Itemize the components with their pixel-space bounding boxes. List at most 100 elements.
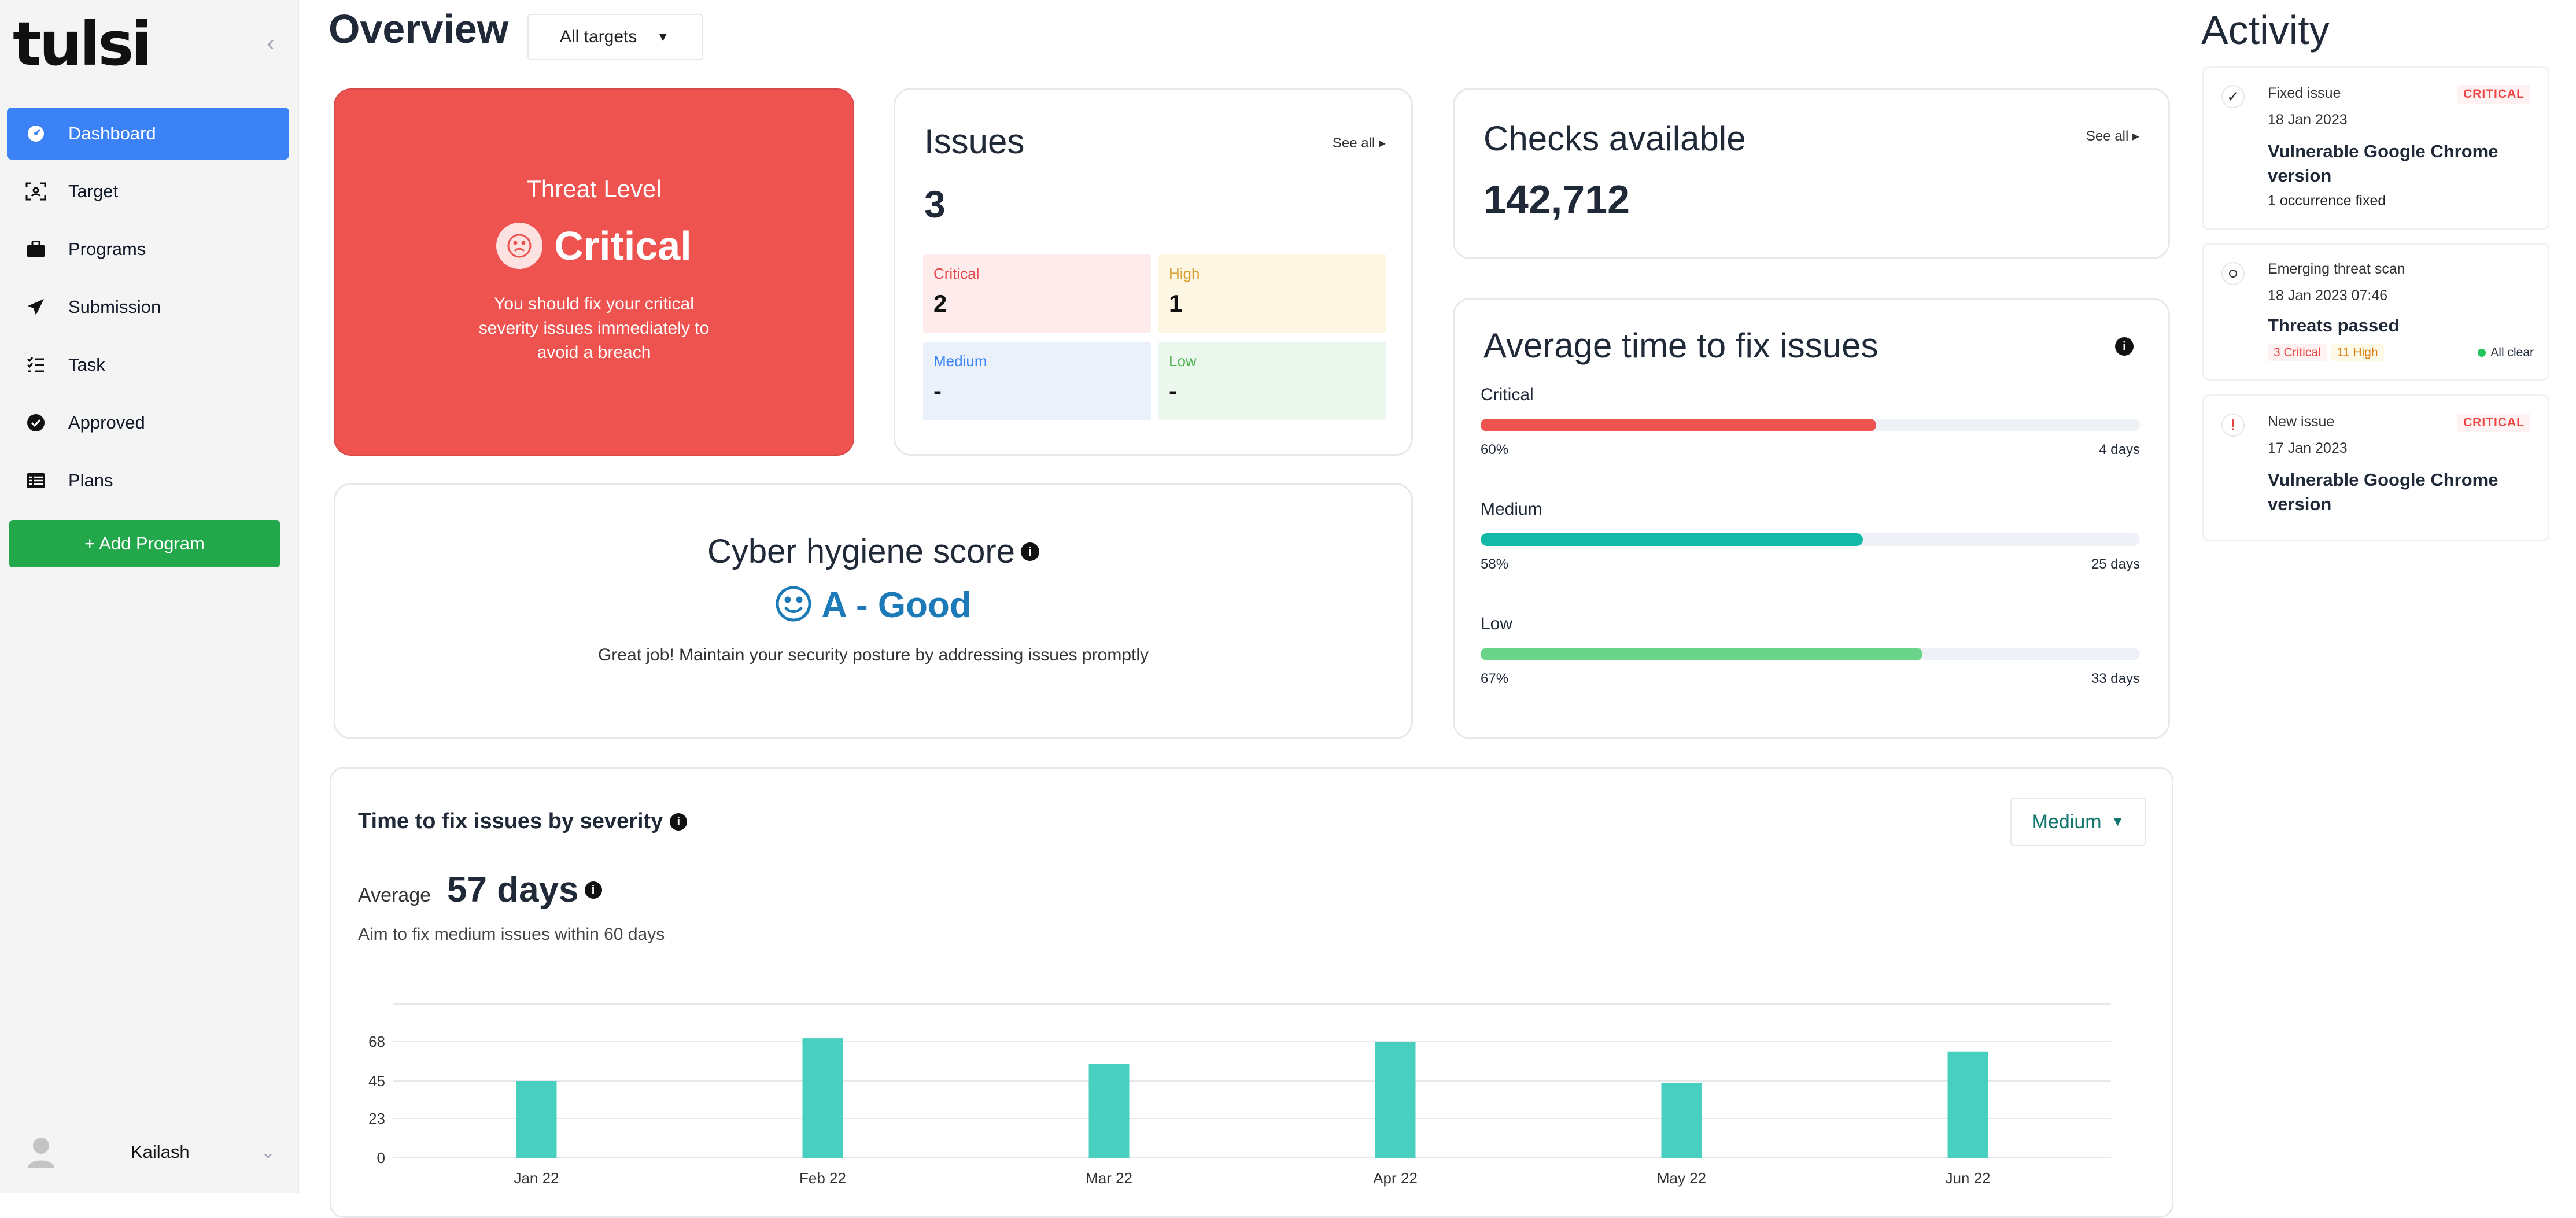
sidebar: tulsi ‹ Dashboard Target Programs Submis	[0, 0, 299, 1193]
critical-issues-box[interactable]: Critical 2	[923, 254, 1151, 333]
activity-title: Activity	[2201, 8, 2330, 53]
add-program-button[interactable]: + Add Program	[9, 520, 280, 567]
threat-level-value: Critical	[554, 223, 692, 268]
x-tick-label: Mar 22	[1086, 1169, 1132, 1187]
checks-card: Checks available See all ▸ 142,712	[1453, 88, 2170, 259]
smile-face-icon	[775, 585, 812, 625]
hygiene-title: Cyber hygiene score	[707, 533, 1015, 570]
critical-label: Critical	[933, 265, 980, 282]
critical-tag: 3 Critical	[2268, 344, 2327, 361]
issues-count: 3	[924, 183, 946, 226]
info-icon[interactable]: i	[2115, 337, 2134, 356]
y-tick-label: 68	[368, 1033, 385, 1050]
sidebar-item-target[interactable]: Target	[7, 165, 289, 217]
x-tick-label: Jan 22	[514, 1169, 559, 1187]
sidebar-item-approved[interactable]: Approved	[7, 397, 289, 449]
activity-date: 18 Jan 2023	[2268, 112, 2348, 128]
avg-fix-days: 25 days	[2091, 556, 2140, 572]
caret-down-icon: ▼	[656, 29, 670, 44]
activity-date: 17 Jan 2023	[2268, 440, 2348, 456]
avg-fix-percent: 60%	[1481, 442, 1509, 457]
hygiene-grade: A - Good	[821, 585, 972, 625]
y-tick-label: 0	[377, 1149, 385, 1167]
avg-fix-label: Critical	[1481, 385, 1534, 404]
avg-fix-card: Average time to fix issues i	[1453, 298, 2170, 739]
target-select[interactable]: All targets ▼	[527, 14, 703, 60]
y-tick-label: 23	[368, 1110, 385, 1127]
chart-bar	[1088, 1064, 1130, 1158]
hygiene-message: Great job! Maintain your security postur…	[597, 645, 1149, 665]
avg-fix-bar-fill	[1481, 533, 1863, 546]
check-circle-icon	[24, 411, 47, 434]
average-label: Average	[358, 884, 431, 906]
issues-card: Issues See all ▸ 3 Critical 2 High 1 Med…	[894, 88, 1413, 456]
activity-item-title: Vulnerable Google Chrome version	[2268, 470, 2499, 514]
all-clear-indicator: All clear	[2478, 346, 2534, 360]
high-label: High	[1169, 265, 1200, 282]
logo[interactable]: tulsi	[13, 14, 152, 74]
see-all-label: See all	[2086, 128, 2129, 144]
sidebar-item-task[interactable]: Task	[7, 339, 289, 391]
see-all-label: See all	[1332, 135, 1375, 151]
chart-bar	[1661, 1082, 1702, 1158]
aim-text: Aim to fix medium issues within 60 days	[358, 925, 665, 944]
avg-fix-days: 4 days	[2099, 442, 2140, 457]
checklist-icon	[24, 353, 47, 377]
avg-fix-title: Average time to fix issues	[1483, 326, 1879, 365]
severity-time-card: Time to fix issues by severity i Medium …	[330, 767, 2173, 1218]
sidebar-item-programs[interactable]: Programs	[7, 223, 289, 275]
sad-face-icon	[496, 223, 543, 269]
sidebar-item-plans[interactable]: Plans	[7, 455, 289, 507]
avg-fix-label: Medium	[1481, 500, 1542, 519]
activity-item-fixed[interactable]: ✓ Fixed issue CRITICAL 18 Jan 2023 Vulne…	[2202, 66, 2549, 230]
avg-fix-bar-fill	[1481, 648, 1922, 660]
sidebar-item-label: Approved	[68, 412, 145, 433]
high-value: 1	[1169, 290, 1183, 317]
sidebar-item-label: Task	[68, 355, 105, 375]
activity-type: New issue	[2268, 414, 2335, 430]
checkmark-icon: ✓	[2221, 85, 2245, 108]
checks-count: 142,712	[1483, 177, 1630, 222]
activity-item-threat-scan[interactable]: Emerging threat scan 18 Jan 2023 07:46 T…	[2202, 243, 2549, 381]
average-value: 57 days	[447, 870, 579, 910]
critical-value: 2	[933, 290, 947, 317]
threat-level-card: Threat Level Critical You should fix you…	[334, 88, 854, 456]
activity-item-title: Vulnerable Google Chrome version	[2268, 141, 2499, 186]
severity-dropdown[interactable]: Medium ▼	[2010, 798, 2146, 846]
sidebar-item-label: Programs	[68, 239, 146, 259]
avg-fix-bar	[1481, 533, 2140, 546]
all-clear-label: All clear	[2490, 346, 2534, 359]
info-icon[interactable]: i	[584, 881, 602, 899]
sidebar-item-submission[interactable]: Submission	[7, 281, 289, 333]
activity-item-new-issue[interactable]: ! New issue CRITICAL 17 Jan 2023 Vulnera…	[2202, 394, 2549, 541]
chart-bar	[516, 1081, 557, 1158]
chart-bar	[802, 1038, 843, 1158]
severity-dropdown-value: Medium	[2031, 810, 2102, 833]
issues-see-all-link[interactable]: See all ▸	[1332, 135, 1386, 151]
collapse-sidebar-button[interactable]: ‹	[267, 31, 275, 56]
threat-level-title: Threat Level	[526, 175, 662, 202]
info-icon[interactable]: i	[1020, 542, 1039, 561]
severity-time-title: Time to fix issues by severity	[358, 809, 663, 833]
avg-fix-bar	[1481, 648, 2140, 660]
sidebar-item-dashboard[interactable]: Dashboard	[7, 108, 289, 160]
list-icon	[24, 469, 47, 492]
info-icon[interactable]: i	[670, 813, 688, 831]
send-icon	[24, 296, 47, 319]
circle-icon	[2221, 262, 2245, 285]
user-name: Kailash	[131, 1142, 190, 1162]
checks-see-all-link[interactable]: See all ▸	[2086, 128, 2139, 144]
low-label: Low	[1169, 352, 1197, 370]
low-value: -	[1169, 377, 1177, 404]
sidebar-item-label: Plans	[68, 470, 113, 490]
user-menu[interactable]: Kailash ⌄	[27, 1134, 275, 1171]
activity-detail: 1 occurrence fixed	[2268, 193, 2386, 209]
sidebar-item-label: Target	[68, 181, 119, 201]
high-issues-box[interactable]: High 1	[1158, 254, 1386, 333]
avg-fix-label: Low	[1481, 614, 1513, 633]
sidebar-item-label: Dashboard	[68, 123, 156, 143]
chart-bar	[1375, 1042, 1416, 1158]
activity-item-title: Threats passed	[2268, 315, 2400, 335]
medium-issues-box[interactable]: Medium -	[923, 342, 1151, 420]
low-issues-box[interactable]: Low -	[1158, 342, 1386, 420]
